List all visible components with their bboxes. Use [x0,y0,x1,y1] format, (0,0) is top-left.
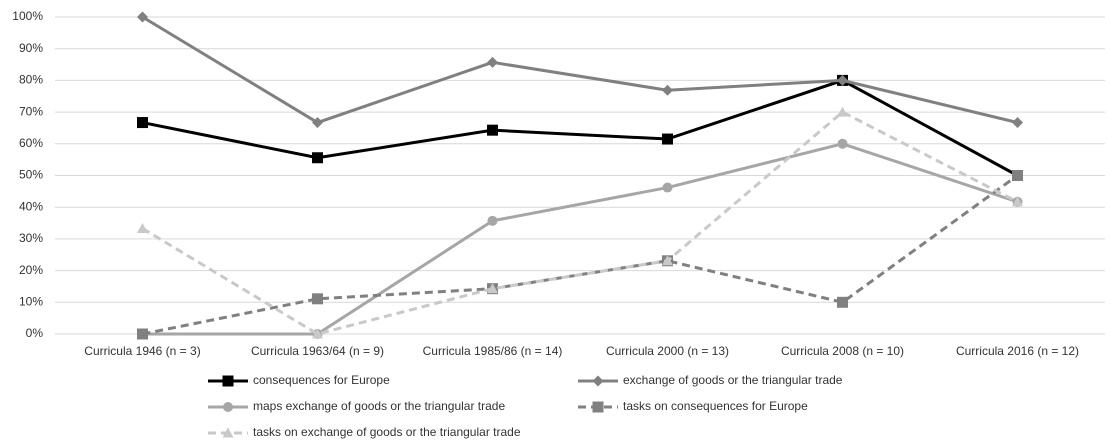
x-tick-label: Curricula 2008 (n = 10) [781,344,904,358]
data-point [312,117,323,129]
y-tick-label: 30% [19,231,43,245]
data-point [487,215,498,226]
data-point [137,117,148,129]
data-point [837,106,848,117]
series-line [142,174,1019,336]
data-point [487,283,498,294]
x-tick-label: Curricula 1985/86 (n = 14) [423,344,563,358]
data-point [487,124,498,136]
legend-marker [223,402,233,412]
y-tick-label: 40% [19,199,43,213]
x-tick-label: Curricula 1946 (n = 3) [84,344,200,358]
series-line [141,15,1018,125]
data-point [662,84,673,96]
legend-label: maps exchange of goods or the triangular… [253,399,505,413]
series-line [141,110,1019,336]
legend-label: exchange of goods or the triangular trad… [623,373,843,387]
data-point [1012,117,1023,129]
data-point [312,152,323,164]
y-tick-label: 100% [12,9,43,23]
x-tick-label: Curricula 2000 (n = 13) [606,344,729,358]
x-tick-label: Curricula 2016 (n = 12) [956,344,1079,358]
data-point [312,293,323,305]
data-point [1012,196,1023,207]
data-point [137,222,148,233]
y-tick-label: 60% [19,136,43,150]
y-tick-label: 70% [19,104,43,118]
data-point [662,133,673,145]
legend-label: tasks on exchange of goods or the triang… [253,425,521,439]
data-point [837,296,848,308]
data-point [662,182,673,193]
legend-marker [592,401,604,413]
data-point [487,56,498,68]
series-line [142,78,1019,177]
legend-marker [592,375,604,387]
y-tick-label: 90% [19,41,43,55]
legend-label: tasks on consequences for Europe [623,399,808,413]
y-tick-label: 10% [19,294,43,308]
data-point [137,11,148,23]
data-point [662,255,673,266]
y-tick-label: 80% [19,73,43,87]
data-point [137,328,148,340]
series-line [142,142,1018,336]
legend-label: consequences for Europe [253,373,390,387]
legend-marker [222,375,234,387]
y-tick-label: 0% [26,326,44,340]
data-point [837,74,848,86]
data-point [1012,170,1023,181]
y-tick-label: 20% [19,263,43,277]
y-tick-label: 50% [19,168,43,182]
data-point [312,328,323,339]
x-tick-label: Curricula 1963/64 (n = 9) [251,344,384,358]
data-point [837,138,848,149]
legend-marker [222,427,234,438]
